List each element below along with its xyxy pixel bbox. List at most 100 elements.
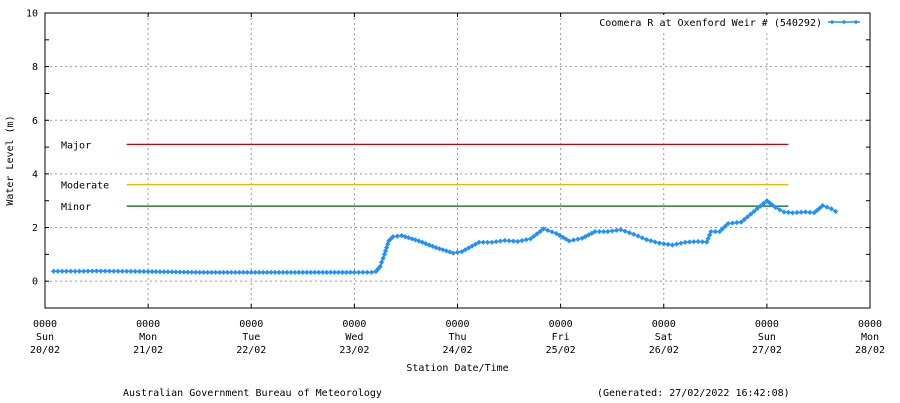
y-tick-label: 6: [32, 116, 38, 127]
series-point: [201, 269, 207, 275]
footer-agency: Australian Government Bureau of Meteorol…: [123, 388, 382, 399]
series-point: [540, 226, 547, 232]
series-point: [652, 239, 658, 245]
series-point: [738, 219, 744, 225]
series-point: [189, 269, 195, 275]
series-point: [531, 233, 537, 239]
series-point: [493, 239, 499, 245]
series-point: [682, 239, 688, 245]
series-point: [85, 268, 91, 274]
series-point: [300, 269, 306, 275]
x-tick-label: 0000: [136, 319, 160, 330]
series-point: [272, 269, 278, 275]
series-point: [177, 269, 183, 275]
series-point: [335, 269, 342, 275]
x-tick-label: 0000: [445, 319, 469, 330]
series-point: [280, 269, 286, 275]
series-point: [462, 247, 468, 253]
series-point: [712, 228, 718, 235]
x-tick-label: Sat: [655, 332, 673, 343]
series-point: [327, 269, 334, 275]
legend-label: Coomera R at Oxenford Weir # (540292): [599, 18, 822, 29]
series-point: [169, 269, 175, 275]
series-point: [798, 209, 804, 215]
series-point: [181, 269, 187, 275]
series-point: [390, 234, 396, 240]
x-tick-label: 25/02: [546, 345, 576, 356]
x-tick-label: 0000: [33, 319, 57, 330]
x-axis-label: Station Date/Time: [406, 363, 508, 374]
series-point: [618, 227, 624, 233]
series-point: [260, 269, 266, 275]
series-point: [631, 231, 637, 237]
series-point: [312, 269, 318, 275]
series-point: [523, 237, 529, 243]
y-axis-label: Water Level (m): [5, 115, 16, 205]
series-point: [725, 220, 731, 227]
legend-marker: [829, 19, 859, 25]
series-point: [256, 269, 262, 275]
series-point: [828, 206, 834, 212]
series-point: [244, 269, 250, 275]
series-point: [68, 268, 74, 274]
series-point: [622, 228, 628, 234]
series-point: [807, 209, 813, 215]
series-point: [596, 228, 602, 235]
series-point: [751, 208, 757, 215]
series-point: [613, 227, 620, 233]
series-point: [734, 220, 740, 226]
x-tick-label: Mon: [139, 332, 157, 343]
threshold-label: Moderate: [61, 181, 109, 192]
legend-marker-point: [841, 19, 847, 25]
series-line: [53, 199, 837, 274]
series-point: [93, 268, 100, 274]
x-tick-label: 0000: [342, 319, 366, 330]
x-tick-label: Thu: [448, 332, 466, 343]
series-point: [824, 204, 830, 210]
series-point: [236, 269, 242, 275]
series-point: [656, 240, 663, 246]
series-point: [820, 202, 826, 209]
x-tick-label: 27/02: [752, 345, 782, 356]
legend: Coomera R at Oxenford Weir # (540292): [596, 15, 864, 30]
series-point: [708, 228, 714, 235]
threshold-label: Minor: [61, 202, 91, 213]
series-point: [719, 226, 726, 232]
series-point: [224, 269, 231, 275]
series-point: [785, 209, 791, 215]
series-point: [63, 268, 70, 274]
series-point: [519, 237, 525, 244]
series-point: [729, 220, 736, 226]
series-point: [292, 269, 298, 275]
series-point: [497, 238, 504, 244]
water-level-chart: 0 2 4 6 8 10 0000 Sun 20/02 0000 Mon 21/02 0000 Tue 2…: [5, 9, 885, 375]
series-point: [331, 269, 338, 275]
series-point: [706, 232, 713, 238]
series-point: [284, 269, 290, 275]
x-tick-label: Mon: [861, 332, 879, 343]
series-point: [264, 269, 270, 275]
series-markers: [50, 198, 839, 275]
series-point: [208, 269, 215, 275]
series-point: [220, 269, 227, 275]
series-point: [695, 238, 701, 245]
series-point: [248, 269, 254, 275]
series-point: [609, 228, 615, 234]
y-tick-label: 8: [32, 62, 38, 73]
series-point: [510, 238, 516, 244]
series-point: [515, 238, 521, 245]
series-point: [128, 268, 134, 274]
series-point: [136, 268, 143, 275]
series-point: [549, 229, 555, 235]
series-point: [506, 238, 512, 244]
series-point: [316, 269, 322, 275]
series-point: [193, 269, 199, 275]
series-point: [368, 269, 375, 275]
series-point: [343, 269, 350, 275]
x-tick-label: 0000: [652, 319, 676, 330]
x-tick-label: Sun: [36, 332, 54, 343]
series-point: [489, 239, 495, 245]
series-point: [55, 268, 61, 274]
series-point: [89, 268, 95, 274]
series-point: [153, 269, 159, 275]
